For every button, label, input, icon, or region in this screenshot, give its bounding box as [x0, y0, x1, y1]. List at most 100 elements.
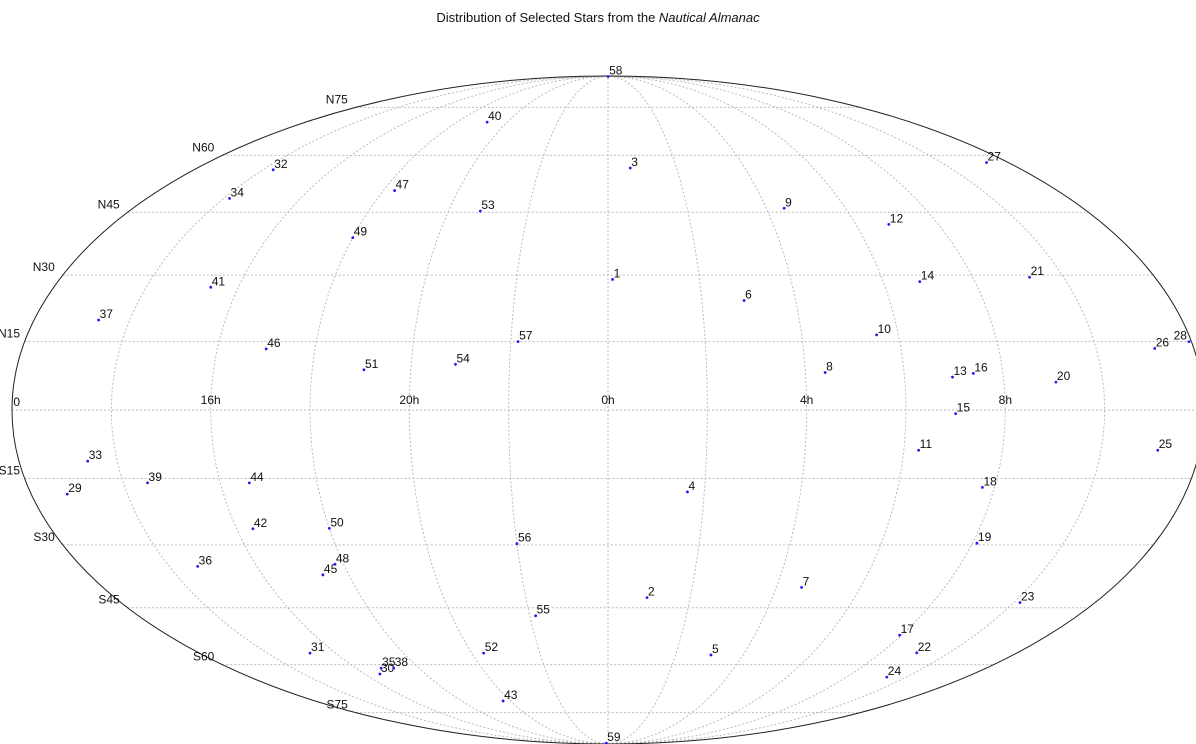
meridian-line: [607, 75, 907, 744]
meridian-grid: [110, 75, 1106, 744]
star-label: 37: [100, 307, 114, 321]
star-point: [516, 340, 520, 344]
star-point: [264, 347, 268, 351]
star-point: [65, 492, 69, 496]
star-label: 27: [988, 150, 1002, 164]
star-point: [534, 614, 538, 618]
star-point: [378, 672, 382, 676]
star-label: 38: [395, 655, 409, 669]
star-point: [971, 372, 975, 375]
star-point: [782, 206, 786, 210]
star-label: 43: [504, 688, 518, 702]
dec-label: S75: [326, 698, 348, 712]
star-point: [611, 278, 614, 281]
star-label: 44: [250, 470, 264, 484]
chart-title: Distribution of Selected Stars from the …: [0, 10, 1196, 25]
star-point: [333, 562, 337, 566]
star-point: [1156, 448, 1160, 452]
star-point: [379, 666, 383, 670]
star-point: [981, 485, 984, 489]
ra-labels: 16h 20h 0h 4h 8h: [201, 393, 1012, 407]
star-label: 52: [485, 640, 499, 654]
star-point: [327, 526, 331, 530]
star-label: 18: [983, 474, 997, 488]
star-point: [351, 236, 355, 240]
star-point: [196, 564, 200, 568]
star-point: [742, 299, 746, 302]
star-point: [1028, 275, 1031, 279]
star-label: 39: [149, 470, 163, 484]
star-point: [478, 209, 482, 213]
star-label: 19: [978, 530, 992, 544]
star-point: [209, 285, 213, 289]
star-point: [146, 481, 149, 485]
star-label: 12: [890, 211, 904, 225]
dec-label: N15: [0, 327, 20, 341]
star-label: 11: [920, 437, 933, 451]
star-point: [917, 448, 921, 452]
star-point: [86, 459, 90, 463]
star-label: 20: [1057, 369, 1071, 383]
star-point: [885, 675, 889, 679]
star-label: 7: [803, 574, 810, 588]
star-point: [393, 189, 396, 192]
star-point: [951, 375, 954, 379]
star-point: [1018, 601, 1022, 604]
star-label: 35: [382, 655, 396, 669]
star-label: 15: [957, 401, 971, 415]
star-point: [709, 653, 713, 657]
dec-label: N30: [33, 260, 55, 274]
dec-label: 0: [13, 395, 20, 409]
star-point: [321, 573, 325, 577]
dec-label: N60: [192, 140, 214, 154]
star-point: [97, 318, 100, 322]
star-label: 21: [1031, 264, 1045, 278]
star-label: 57: [519, 329, 533, 343]
meridian-line: [210, 75, 609, 744]
star-label: 31: [311, 640, 325, 654]
star-point: [954, 412, 958, 416]
star-point: [454, 362, 457, 366]
star-label: 13: [953, 364, 967, 378]
star-label: 17: [901, 622, 915, 636]
star-label: 36: [199, 553, 213, 567]
chart-title-prefix: Distribution of Selected Stars from the: [436, 10, 659, 25]
star-point: [918, 280, 922, 283]
star-point: [645, 596, 649, 600]
star-point: [228, 196, 231, 200]
star-label: 10: [878, 322, 892, 336]
star-point: [1153, 347, 1157, 350]
star-label: 40: [488, 109, 502, 123]
dec-label: S30: [33, 530, 55, 544]
star-label: 5: [712, 642, 719, 656]
star-point: [515, 542, 519, 546]
ra-label: 0h: [601, 393, 614, 407]
star-label: 29: [68, 481, 82, 495]
star-label: 46: [267, 336, 281, 350]
star-label: 6: [745, 287, 752, 301]
star-label: 23: [1021, 589, 1035, 603]
star-point: [915, 651, 919, 655]
star-label: 58: [609, 64, 623, 78]
star-label: 33: [89, 448, 103, 462]
dec-label: S15: [0, 463, 20, 477]
dec-labels: N75 N60 N45 N30 N15 0 S15 S30 S45 S60 S75: [0, 92, 348, 711]
star-point: [686, 490, 689, 494]
star-point: [606, 75, 610, 78]
ra-label: 20h: [399, 393, 419, 407]
star-point: [898, 633, 902, 637]
star-label: 14: [921, 269, 935, 283]
star-label: 55: [537, 603, 551, 617]
star-label: 47: [396, 178, 410, 192]
star-point: [247, 481, 251, 485]
star-label: 54: [456, 351, 470, 365]
star-point: [604, 741, 608, 744]
star-point: [251, 527, 255, 531]
star-label: 30: [381, 661, 395, 675]
meridian-line: [408, 75, 609, 744]
star-point: [362, 368, 366, 372]
star-point: [875, 333, 878, 337]
star-point: [887, 223, 891, 226]
star-label: 32: [274, 157, 288, 171]
